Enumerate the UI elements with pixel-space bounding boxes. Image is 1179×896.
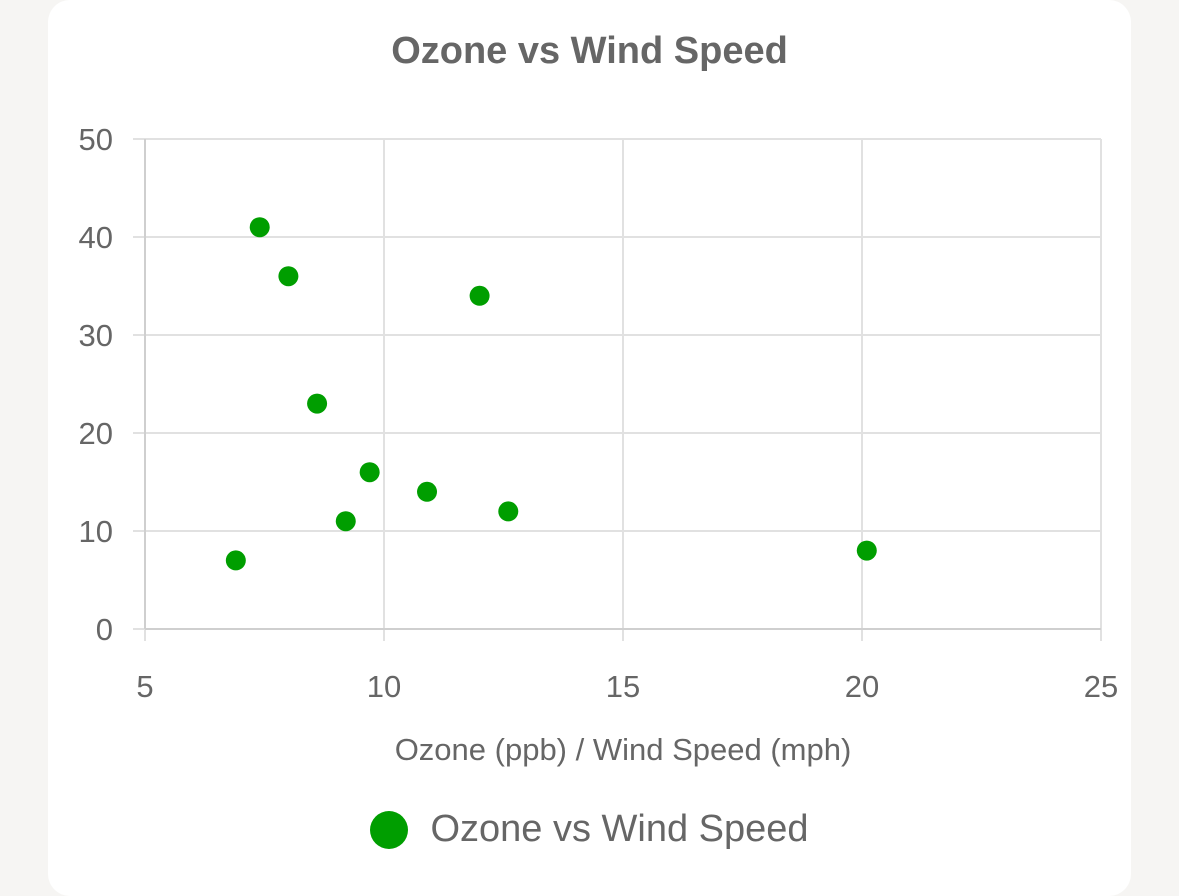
data-point bbox=[249, 217, 270, 238]
y-tick-label: 10 bbox=[79, 514, 113, 549]
data-point bbox=[856, 540, 877, 561]
axes bbox=[144, 139, 1101, 630]
data-point bbox=[225, 550, 246, 571]
legend-swatch bbox=[370, 810, 409, 849]
x-tick-label: 20 bbox=[845, 669, 879, 704]
x-tick-label: 25 bbox=[1084, 669, 1118, 704]
data-point bbox=[417, 481, 438, 502]
data-point bbox=[469, 285, 490, 306]
data-point bbox=[307, 393, 328, 414]
data-point bbox=[359, 462, 380, 483]
data-point bbox=[335, 511, 356, 532]
tick-labels: 5 10 15 20 25 0 10 20 30 40 50 bbox=[79, 122, 1119, 704]
chart-title: Ozone vs Wind Speed bbox=[391, 30, 788, 72]
x-tick-label: 5 bbox=[136, 669, 153, 704]
x-tick-label: 15 bbox=[606, 669, 640, 704]
y-tick-label: 50 bbox=[79, 122, 113, 157]
y-tick-label: 40 bbox=[79, 220, 113, 255]
x-axis-title: Ozone (ppb) / Wind Speed (mph) bbox=[395, 732, 852, 767]
chart-card bbox=[48, 0, 1131, 896]
y-tick-label: 30 bbox=[79, 318, 113, 353]
y-tick-label: 20 bbox=[79, 416, 113, 451]
y-tick-label: 0 bbox=[96, 612, 113, 647]
data-point bbox=[498, 501, 519, 522]
legend-label: Ozone vs Wind Speed bbox=[430, 808, 809, 850]
legend[interactable]: Ozone vs Wind Speed bbox=[0, 808, 1179, 851]
x-tick-label: 10 bbox=[367, 669, 401, 704]
data-point bbox=[278, 266, 299, 287]
grid-lines bbox=[133, 138, 1102, 641]
data-points bbox=[225, 217, 877, 571]
